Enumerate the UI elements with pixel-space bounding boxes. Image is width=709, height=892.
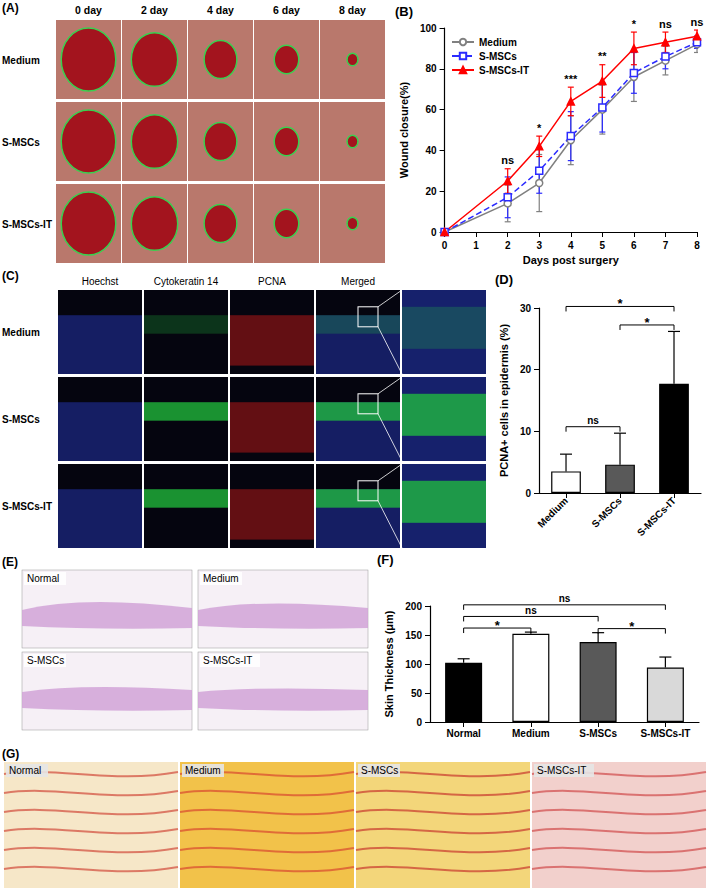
svg-text:S-MSCs-IT: S-MSCs-IT	[635, 495, 678, 538]
svg-text:8: 8	[694, 240, 700, 251]
svg-text:S-MSCs: S-MSCs	[2, 137, 40, 148]
svg-text:(D): (D)	[495, 272, 513, 287]
svg-text:(F): (F)	[377, 552, 394, 567]
svg-text:Medium: Medium	[203, 573, 239, 584]
svg-text:ns: ns	[659, 18, 672, 30]
svg-text:S-MSCs: S-MSCs	[579, 728, 617, 739]
svg-text:0: 0	[416, 717, 422, 728]
svg-text:1: 1	[473, 240, 479, 251]
svg-text:150: 150	[405, 630, 422, 641]
svg-text:Normal: Normal	[446, 728, 481, 739]
svg-text:*: *	[629, 619, 635, 634]
svg-text:(C): (C)	[2, 269, 19, 283]
svg-text:6 day: 6 day	[273, 4, 300, 16]
svg-text:S-MSCs-IT: S-MSCs-IT	[2, 501, 52, 512]
svg-text:S-MSCs: S-MSCs	[2, 414, 40, 425]
svg-text:ns: ns	[501, 154, 514, 166]
svg-text:Normal: Normal	[27, 573, 59, 584]
svg-text:Medium: Medium	[2, 327, 40, 338]
svg-text:***: ***	[564, 73, 578, 85]
svg-text:200: 200	[405, 601, 422, 612]
svg-text:PCNA: PCNA	[258, 276, 286, 287]
svg-text:S-MSCs: S-MSCs	[27, 655, 64, 666]
svg-text:*: *	[632, 18, 637, 30]
svg-text:Cytokeratin 14: Cytokeratin 14	[154, 276, 219, 287]
svg-text:60: 60	[425, 104, 437, 115]
svg-text:*: *	[537, 122, 542, 134]
svg-text:0 day: 0 day	[75, 4, 102, 16]
svg-text:Hoechst: Hoechst	[82, 276, 119, 287]
svg-text:Normal: Normal	[9, 765, 41, 776]
svg-text:(G): (G)	[2, 747, 19, 761]
svg-text:10: 10	[520, 426, 532, 437]
svg-text:S-MSCs: S-MSCs	[361, 765, 398, 776]
svg-text:40: 40	[425, 145, 437, 156]
svg-text:4: 4	[568, 240, 574, 251]
svg-text:4 day: 4 day	[207, 4, 234, 16]
svg-text:(E): (E)	[2, 555, 18, 569]
svg-text:2: 2	[505, 240, 511, 251]
svg-text:7: 7	[663, 240, 669, 251]
svg-text:S-MSCs-IT: S-MSCs-IT	[479, 65, 529, 76]
svg-text:ns: ns	[525, 605, 537, 616]
svg-text:S-MSCs: S-MSCs	[589, 495, 624, 530]
svg-text:5: 5	[600, 240, 606, 251]
svg-text:8 day: 8 day	[339, 4, 366, 16]
svg-text:PCNA+ cells in epidermis (%): PCNA+ cells in epidermis (%)	[498, 324, 510, 477]
svg-text:0: 0	[525, 488, 531, 499]
svg-text:3: 3	[536, 240, 542, 251]
svg-text:S-MSCs-IT: S-MSCs-IT	[640, 728, 690, 739]
svg-text:Skin Thickness (μm): Skin Thickness (μm)	[383, 610, 395, 717]
svg-text:(B): (B)	[395, 4, 413, 19]
svg-text:*: *	[495, 618, 501, 633]
svg-text:Medium: Medium	[535, 495, 570, 530]
svg-text:S-MSCs: S-MSCs	[479, 51, 517, 62]
svg-text:Medium: Medium	[479, 37, 517, 48]
svg-text:ns: ns	[587, 415, 599, 426]
svg-text:S-MSCs-IT: S-MSCs-IT	[537, 765, 586, 776]
svg-text:50: 50	[411, 688, 423, 699]
svg-text:Wound closure(%): Wound closure(%)	[398, 81, 410, 178]
svg-text:100: 100	[420, 23, 437, 34]
svg-text:(A): (A)	[2, 1, 19, 15]
svg-text:*: *	[617, 296, 623, 311]
svg-text:Medium: Medium	[2, 55, 40, 66]
svg-text:20: 20	[425, 186, 437, 197]
svg-text:*: *	[644, 315, 650, 330]
svg-text:30: 30	[520, 303, 532, 314]
svg-text:2 day: 2 day	[141, 4, 168, 16]
svg-text:ns: ns	[559, 593, 571, 604]
svg-text:**: **	[598, 50, 607, 62]
svg-text:0: 0	[442, 240, 448, 251]
svg-text:6: 6	[631, 240, 637, 251]
svg-text:20: 20	[520, 364, 532, 375]
svg-text:80: 80	[425, 63, 437, 74]
svg-text:0: 0	[431, 227, 437, 238]
svg-text:S-MSCs-IT: S-MSCs-IT	[2, 219, 52, 230]
svg-text:S-MSCs-IT: S-MSCs-IT	[203, 655, 252, 666]
svg-text:Medium: Medium	[512, 728, 550, 739]
svg-text:Medium: Medium	[185, 765, 221, 776]
svg-text:ns: ns	[691, 16, 704, 28]
svg-text:Merged: Merged	[341, 276, 375, 287]
svg-text:100: 100	[405, 659, 422, 670]
svg-text:Days post surgery: Days post surgery	[523, 254, 620, 266]
